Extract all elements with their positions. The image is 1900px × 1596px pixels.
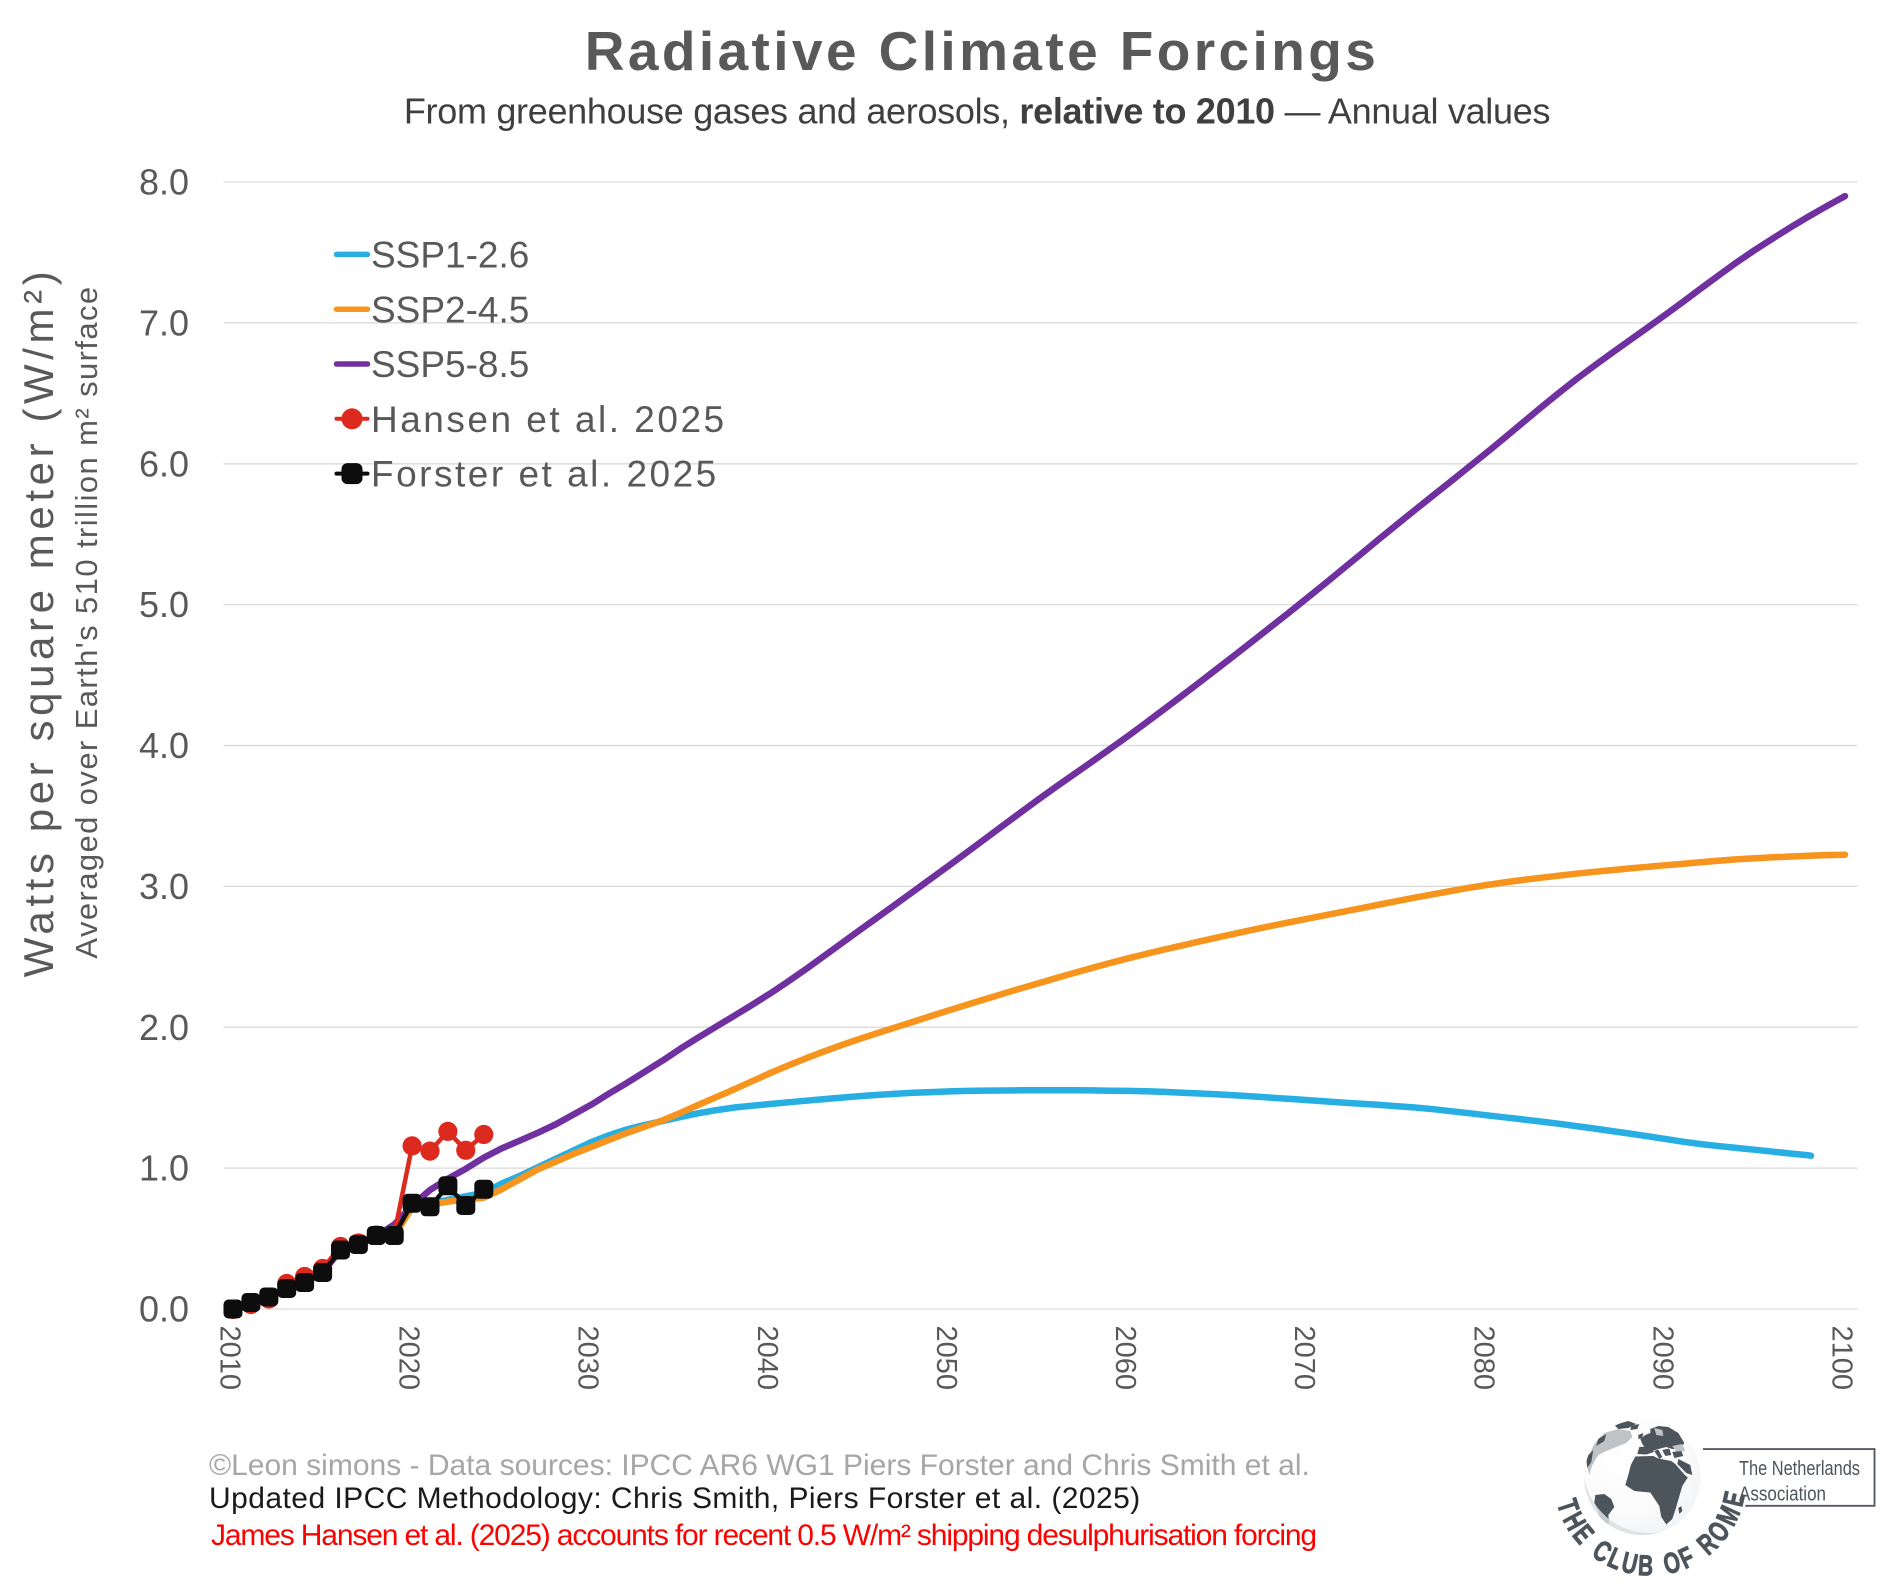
svg-text:7.0: 7.0 xyxy=(139,303,189,344)
svg-text:©Leon simons - Data sources: I: ©Leon simons - Data sources: IPCC AR6 WG… xyxy=(209,1449,1310,1482)
svg-text:2070: 2070 xyxy=(1288,1326,1320,1391)
svg-text:3.0: 3.0 xyxy=(139,866,189,907)
svg-text:6.0: 6.0 xyxy=(139,443,189,484)
svg-text:SSP2-4.5: SSP2-4.5 xyxy=(371,289,529,330)
svg-text:O: O xyxy=(1660,1546,1684,1581)
svg-text:1.0: 1.0 xyxy=(139,1148,189,1189)
svg-text:5.0: 5.0 xyxy=(139,584,189,625)
svg-text:Radiative Climate Forcings: Radiative Climate Forcings xyxy=(585,20,1379,82)
svg-text:James Hansen et al. (2025) acc: James Hansen et al. (2025) accounts for … xyxy=(211,1519,1316,1552)
svg-text:4.0: 4.0 xyxy=(139,725,189,766)
svg-text:Association: Association xyxy=(1739,1483,1826,1505)
svg-text:B: B xyxy=(1637,1550,1654,1583)
svg-text:0.0: 0.0 xyxy=(139,1289,189,1330)
svg-text:2.0: 2.0 xyxy=(139,1007,189,1048)
svg-text:2020: 2020 xyxy=(393,1326,425,1391)
svg-text:SSP5-8.5: SSP5-8.5 xyxy=(371,344,529,385)
svg-text:8.0: 8.0 xyxy=(139,162,189,203)
svg-text:B: B xyxy=(1637,1550,1654,1583)
svg-text:2030: 2030 xyxy=(572,1326,604,1391)
svg-text:SSP1-2.6: SSP1-2.6 xyxy=(371,235,529,276)
svg-text:From greenhouse gases and aero: From greenhouse gases and aerosols, rela… xyxy=(404,91,1550,132)
svg-text:2040: 2040 xyxy=(751,1326,783,1391)
svg-text:2010: 2010 xyxy=(214,1326,246,1391)
svg-text:2050: 2050 xyxy=(930,1326,962,1391)
svg-text:2080: 2080 xyxy=(1467,1326,1499,1391)
svg-text:Hansen et al. 2025: Hansen et al. 2025 xyxy=(371,399,727,440)
svg-text:Watts per square meter (W/m²): Watts per square meter (W/m²) xyxy=(15,267,62,978)
svg-text:Updated IPCC Methodology: Chri: Updated IPCC Methodology: Chris Smith, P… xyxy=(209,1482,1141,1515)
svg-text:2060: 2060 xyxy=(1109,1326,1141,1391)
svg-text:The Netherlands: The Netherlands xyxy=(1739,1458,1860,1480)
svg-text:Forster et al. 2025: Forster et al. 2025 xyxy=(371,454,719,495)
svg-text:2090: 2090 xyxy=(1646,1326,1678,1391)
svg-text:Averaged over Earth's 510 tril: Averaged over Earth's 510 trillion m² su… xyxy=(69,285,104,958)
svg-text:2100: 2100 xyxy=(1826,1326,1858,1391)
